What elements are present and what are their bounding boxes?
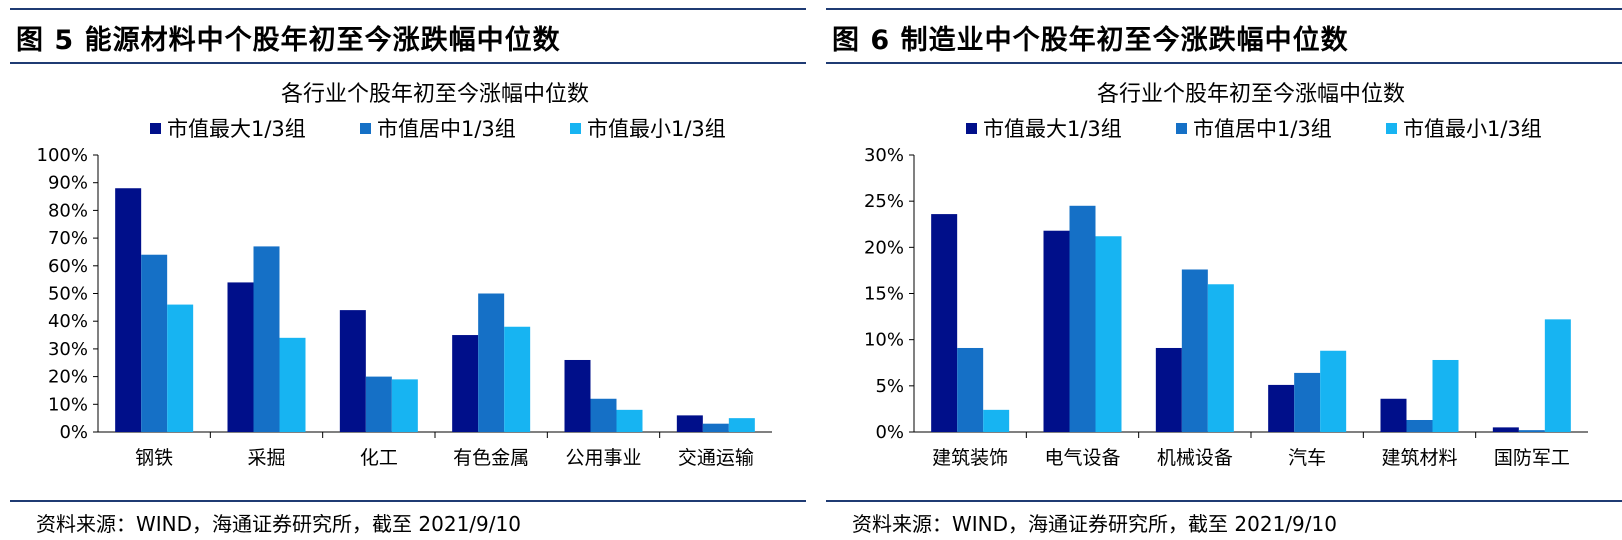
figure-5-header: 图 5 能源材料中个股年初至今涨跌幅中位数 bbox=[10, 8, 806, 64]
x-category-label: 建筑装饰 bbox=[932, 447, 1008, 469]
bar-建筑材料-series3 bbox=[1432, 359, 1459, 432]
legend-label-1: 市值最大1/3组 bbox=[167, 117, 306, 141]
bar-国防军工-series2 bbox=[1518, 430, 1545, 432]
bar-采掘-series1 bbox=[227, 282, 254, 432]
y-tick-label: 40% bbox=[48, 311, 88, 332]
x-category-label: 化工 bbox=[360, 447, 398, 469]
bar-公用事业-series2 bbox=[590, 398, 617, 432]
bar-汽车-series2 bbox=[1294, 372, 1321, 432]
bar-机械设备-series2 bbox=[1181, 269, 1208, 432]
y-tick-label: 60% bbox=[48, 256, 88, 277]
y-tick-label: 10% bbox=[864, 330, 904, 351]
y-tick-label: 0% bbox=[59, 422, 88, 443]
figure-5-panel: 图 5 能源材料中个股年初至今涨跌幅中位数 各行业个股年初至今涨幅中位数市值最大… bbox=[10, 0, 806, 540]
y-tick-label: 10% bbox=[48, 394, 88, 415]
x-category-label: 机械设备 bbox=[1157, 447, 1233, 469]
legend-label-2: 市值居中1/3组 bbox=[1193, 117, 1332, 141]
x-category-label: 交通运输 bbox=[678, 447, 754, 469]
figure-5-title: 图 5 能源材料中个股年初至今涨跌幅中位数 bbox=[16, 25, 561, 56]
bar-国防军工-series3 bbox=[1544, 319, 1571, 432]
y-tick-label: 15% bbox=[864, 284, 904, 305]
y-tick-label: 100% bbox=[37, 145, 88, 166]
bar-汽车-series3 bbox=[1320, 350, 1347, 432]
bar-电气设备-series3 bbox=[1095, 236, 1122, 432]
bar-汽车-series1 bbox=[1268, 384, 1295, 432]
x-category-label: 汽车 bbox=[1288, 447, 1326, 469]
legend-swatch-1 bbox=[150, 123, 161, 134]
figure-6-panel: 图 6 制造业中个股年初至今涨跌幅中位数 各行业个股年初至今涨幅中位数市值最大1… bbox=[826, 0, 1622, 540]
bar-交通运输-series2 bbox=[702, 423, 729, 432]
y-tick-label: 25% bbox=[864, 191, 904, 212]
legend-swatch-1 bbox=[966, 123, 977, 134]
y-tick-label: 30% bbox=[48, 339, 88, 360]
bar-采掘-series3 bbox=[279, 337, 306, 432]
bar-建筑装饰-series2 bbox=[957, 347, 984, 432]
figure-6-header: 图 6 制造业中个股年初至今涨跌幅中位数 bbox=[826, 8, 1622, 64]
bar-化工-series3 bbox=[391, 379, 418, 432]
x-category-label: 建筑材料 bbox=[1381, 447, 1457, 469]
bar-钢铁-series2 bbox=[141, 254, 168, 432]
legend-label-3: 市值最小1/3组 bbox=[587, 117, 726, 141]
bar-有色金属-series3 bbox=[504, 326, 531, 432]
bar-建筑装饰-series3 bbox=[983, 409, 1010, 432]
x-category-label: 国防军工 bbox=[1494, 447, 1570, 469]
legend-swatch-3 bbox=[570, 123, 581, 134]
legend-swatch-3 bbox=[1386, 123, 1397, 134]
y-tick-label: 90% bbox=[48, 173, 88, 194]
bar-建筑装饰-series1 bbox=[931, 214, 958, 432]
x-category-label: 有色金属 bbox=[453, 447, 529, 469]
x-category-label: 电气设备 bbox=[1044, 447, 1120, 469]
bar-建筑材料-series2 bbox=[1406, 419, 1433, 432]
y-tick-label: 30% bbox=[864, 145, 904, 166]
bar-钢铁-series1 bbox=[115, 188, 142, 432]
x-category-label: 钢铁 bbox=[135, 447, 173, 469]
figure-6-source-rule bbox=[826, 500, 1622, 502]
bar-国防军工-series1 bbox=[1492, 427, 1519, 432]
chart-title: 各行业个股年初至今涨幅中位数 bbox=[281, 82, 589, 107]
figure-5-source: 资料来源：WIND，海通证券研究所，截至 2021/9/10 bbox=[36, 512, 521, 536]
chart-title: 各行业个股年初至今涨幅中位数 bbox=[1097, 82, 1405, 107]
figure-5-source-rule bbox=[10, 500, 806, 502]
legend-label-1: 市值最大1/3组 bbox=[983, 117, 1122, 141]
x-category-label: 公用事业 bbox=[565, 447, 641, 469]
y-tick-label: 5% bbox=[875, 376, 904, 397]
y-tick-label: 20% bbox=[48, 367, 88, 388]
figure-6-title: 图 6 制造业中个股年初至今涨跌幅中位数 bbox=[832, 25, 1349, 56]
y-tick-label: 50% bbox=[48, 284, 88, 305]
bar-有色金属-series2 bbox=[478, 293, 505, 432]
y-tick-label: 80% bbox=[48, 200, 88, 221]
bar-机械设备-series1 bbox=[1155, 347, 1182, 432]
bar-交通运输-series1 bbox=[676, 415, 703, 432]
legend-swatch-2 bbox=[360, 123, 371, 134]
bar-采掘-series2 bbox=[253, 246, 280, 432]
figure-6-source: 资料来源：WIND，海通证券研究所，截至 2021/9/10 bbox=[852, 512, 1337, 536]
bar-公用事业-series1 bbox=[564, 359, 591, 432]
bar-电气设备-series1 bbox=[1043, 230, 1070, 432]
bar-化工-series2 bbox=[365, 376, 392, 432]
x-category-label: 采掘 bbox=[247, 447, 285, 469]
y-tick-label: 0% bbox=[875, 422, 904, 443]
bar-钢铁-series3 bbox=[167, 304, 194, 432]
bar-交通运输-series3 bbox=[728, 418, 755, 432]
legend-label-2: 市值居中1/3组 bbox=[377, 117, 516, 141]
y-tick-label: 20% bbox=[864, 237, 904, 258]
legend-swatch-2 bbox=[1176, 123, 1187, 134]
y-tick-label: 70% bbox=[48, 228, 88, 249]
bar-机械设备-series3 bbox=[1207, 284, 1234, 432]
bar-建筑材料-series1 bbox=[1380, 398, 1407, 432]
bar-有色金属-series1 bbox=[452, 335, 479, 432]
bar-电气设备-series2 bbox=[1069, 205, 1096, 432]
bar-公用事业-series3 bbox=[616, 409, 643, 432]
bar-化工-series1 bbox=[339, 310, 366, 432]
legend-label-3: 市值最小1/3组 bbox=[1403, 117, 1542, 141]
